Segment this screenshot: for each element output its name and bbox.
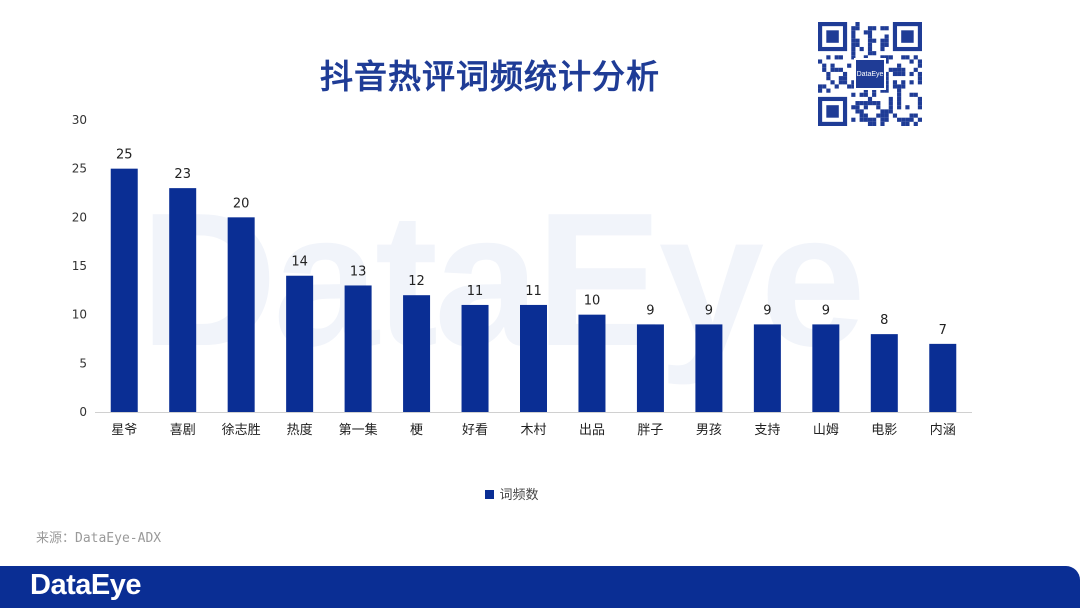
x-tick-label: 好看 — [462, 422, 488, 438]
x-tick-label: 徐志胜 — [222, 423, 261, 438]
bar — [695, 324, 723, 412]
y-tick-label: 10 — [72, 308, 87, 322]
x-tick-label: 山姆 — [813, 423, 839, 438]
data-label: 9 — [822, 303, 830, 318]
bar — [870, 334, 898, 412]
bar — [169, 188, 197, 412]
x-tick-label: 出品 — [579, 423, 605, 438]
data-label: 9 — [763, 303, 771, 318]
qr-logo: DataEye — [854, 58, 886, 90]
data-label: 13 — [350, 264, 367, 279]
bar — [520, 304, 547, 412]
data-label: 11 — [467, 284, 484, 299]
legend-label: 词频数 — [499, 488, 539, 503]
legend-swatch — [485, 490, 495, 499]
y-tick-label: 30 — [72, 113, 87, 127]
bar — [286, 275, 314, 412]
y-tick-label: 20 — [72, 210, 87, 224]
data-label: 12 — [408, 274, 425, 289]
x-tick-label: 梗 — [410, 423, 423, 438]
x-tick-label: 第一集 — [339, 422, 378, 438]
chart-title: 抖音热评词频统计分析 — [320, 57, 660, 96]
x-tick-label: 星爷 — [111, 423, 137, 438]
x-tick-label: 热度 — [287, 422, 313, 438]
data-label: 20 — [233, 196, 250, 211]
x-tick-label: 内涵 — [930, 422, 956, 438]
bar — [461, 304, 489, 412]
bar — [227, 217, 255, 412]
bar — [344, 285, 372, 412]
data-label: 25 — [116, 148, 133, 163]
bar — [110, 168, 138, 412]
legend: 词频数 — [0, 484, 1052, 503]
footer-bar: DataEye — [0, 566, 1080, 608]
qr-code: DataEye — [818, 22, 922, 126]
y-tick-label: 15 — [72, 259, 87, 273]
x-tick-label: 电影 — [871, 423, 897, 438]
data-label: 9 — [705, 303, 713, 318]
watermark: DataEye — [140, 174, 866, 386]
data-label: 14 — [291, 255, 308, 270]
data-label: 8 — [880, 313, 888, 328]
bar — [812, 324, 840, 412]
x-tick-label: 木村 — [520, 423, 546, 438]
x-tick-label: 喜剧 — [170, 423, 196, 438]
bar — [929, 343, 957, 412]
data-label: 10 — [584, 294, 601, 309]
bar — [578, 314, 606, 412]
footer-logo: DataEye — [30, 569, 141, 601]
x-tick-label: 男孩 — [696, 423, 722, 438]
bar-chart: 0 5 10 15 20 25 30 25 星爷 23 喜剧 20 徐志胜 14 热度 13 第一集 12 梗 11 好… — [72, 113, 972, 438]
data-label: 11 — [525, 284, 542, 299]
data-label: 7 — [939, 323, 947, 338]
x-tick-label: 胖子 — [637, 423, 663, 438]
bar — [403, 295, 431, 412]
y-tick-label: 25 — [72, 162, 87, 176]
x-tick-label: 支持 — [754, 423, 780, 438]
data-label: 23 — [174, 167, 191, 182]
bar — [636, 324, 664, 412]
y-tick-label: 0 — [79, 405, 87, 419]
source-note: 来源：DataEye-ADX — [36, 531, 162, 546]
bar — [753, 324, 781, 412]
data-label: 9 — [646, 303, 654, 318]
y-tick-label: 5 — [79, 356, 87, 370]
